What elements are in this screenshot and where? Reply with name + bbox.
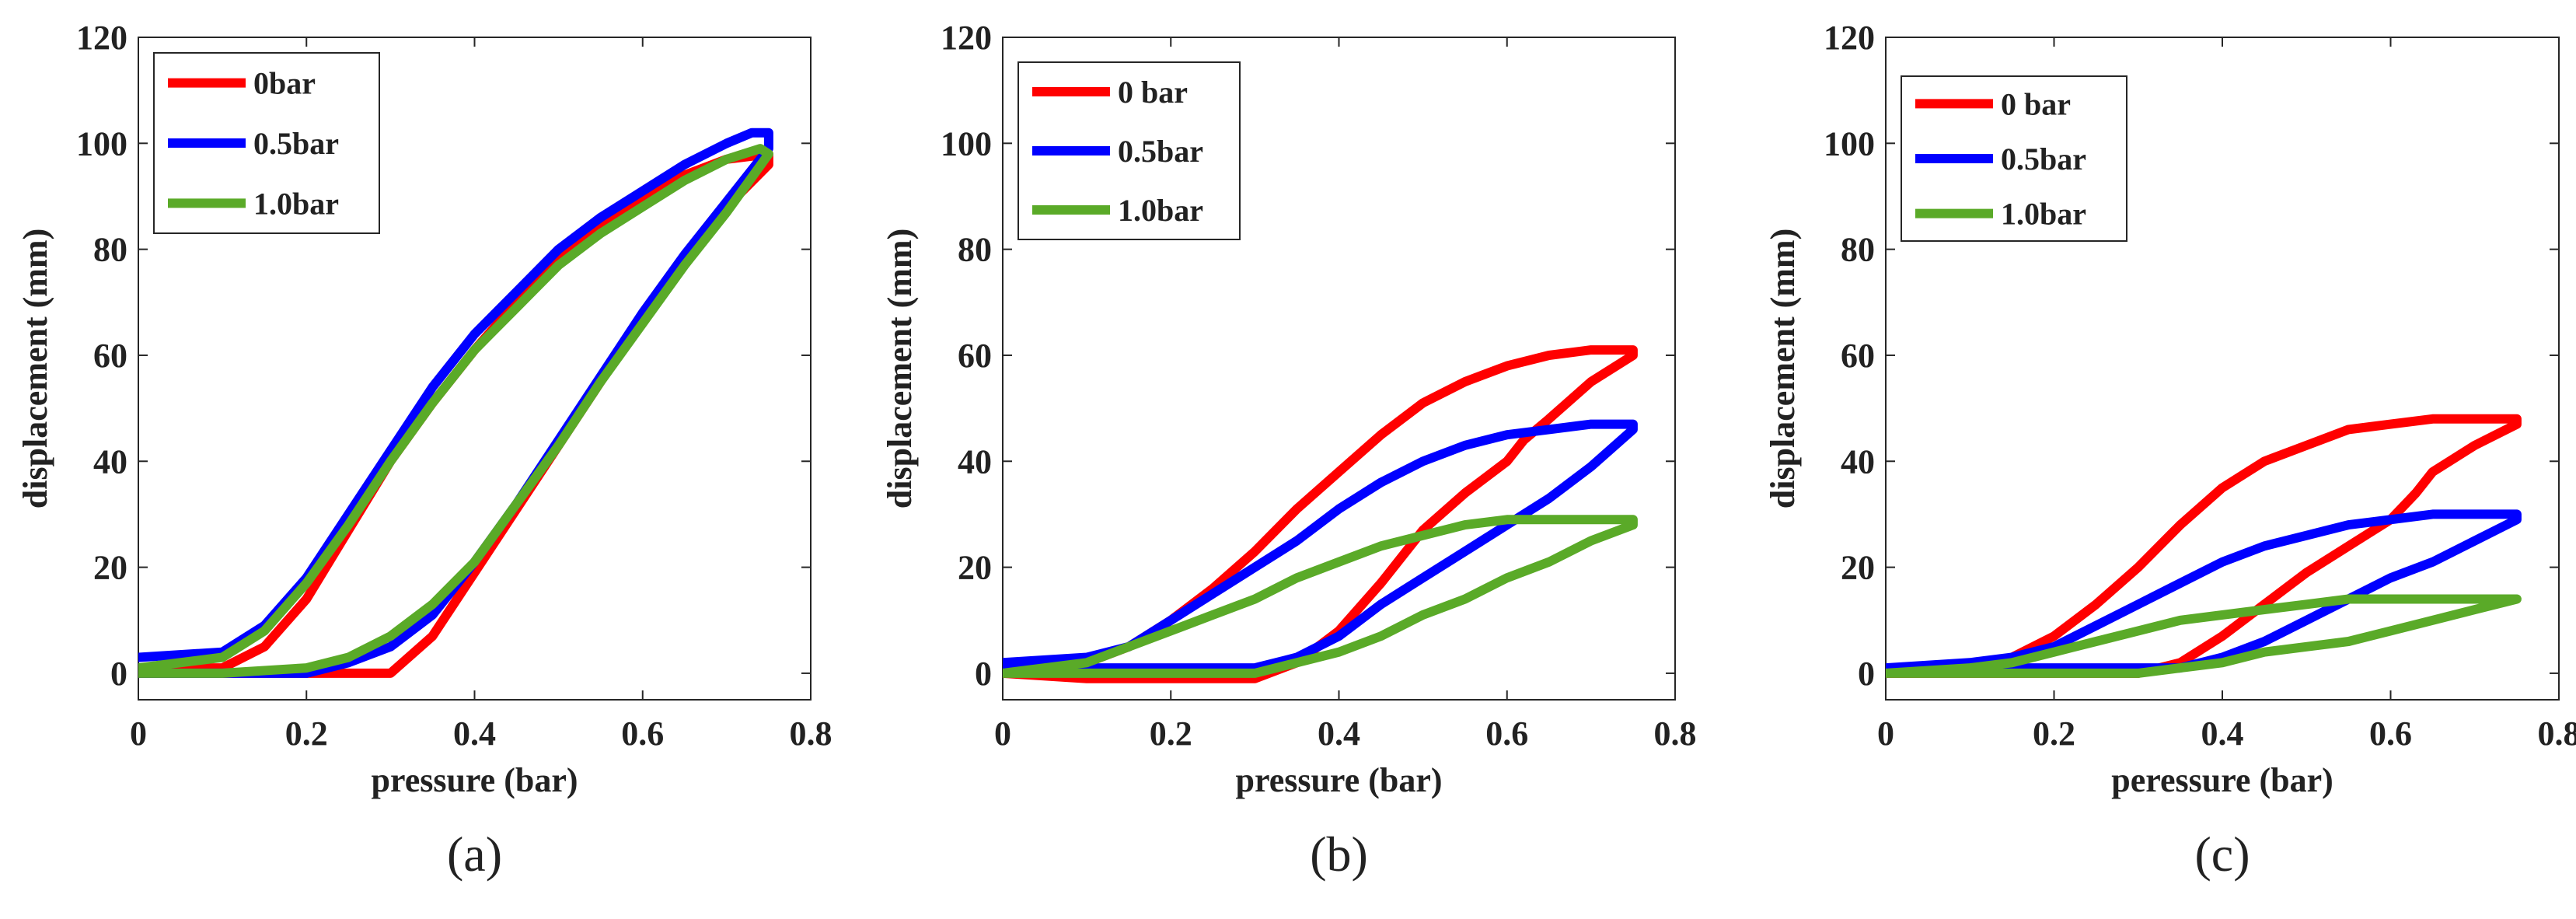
x-tick-label: 0.6 xyxy=(2369,715,2412,753)
panel-caption: (a) xyxy=(447,826,502,882)
x-tick-label: 0 xyxy=(994,715,1011,753)
y-tick-label: 20 xyxy=(93,549,127,587)
x-tick-label: 0.8 xyxy=(1654,715,1697,753)
series-line-1-0bar xyxy=(1886,594,2522,678)
panel-caption: (b) xyxy=(1310,826,1368,882)
legend-label: 0 bar xyxy=(1118,75,1188,110)
x-tick-label: 0.2 xyxy=(2033,715,2075,753)
legend-label: 1.0bar xyxy=(2001,197,2086,232)
legend-label: 1.0bar xyxy=(1118,193,1203,228)
x-tick-label: 0 xyxy=(130,715,147,753)
x-tick-label: 0.2 xyxy=(1150,715,1192,753)
legend-label: 0.5bar xyxy=(2001,142,2086,176)
x-tick-label: 0.6 xyxy=(621,715,664,753)
series-line-1-0bar xyxy=(138,144,773,678)
panel-a: 0 20 40 60 80 100 120 0 0.2 0.4 0.6 0.8 pressure (ba… xyxy=(16,19,832,882)
y-tick-label: 0 xyxy=(1858,655,1875,693)
x-tick-label: 0.2 xyxy=(285,715,328,753)
legend: 0bar 0.5bar 1.0bar xyxy=(153,52,380,234)
x-axis-label: pressure (bar) xyxy=(1235,761,1442,799)
y-tick-label: 0 xyxy=(975,655,992,693)
legend-label: 0 bar xyxy=(2001,86,2071,121)
x-tick-label: 0 xyxy=(1877,715,1894,753)
series-line-0bar xyxy=(1886,414,2522,678)
y-tick-label: 60 xyxy=(93,337,127,375)
x-tick-label: 0.4 xyxy=(2201,715,2244,753)
x-tick-label: 0.8 xyxy=(790,715,832,753)
y-tick-label: 40 xyxy=(1841,442,1875,480)
y-tick-label: 80 xyxy=(1841,231,1875,269)
x-tick-label: 0.6 xyxy=(1485,715,1528,753)
legend: 0 bar 0.5bar 1.0bar xyxy=(1017,61,1241,240)
y-tick-label: 120 xyxy=(941,19,992,57)
x-tick-label: 0.4 xyxy=(1318,715,1360,753)
panel-c: 0 20 40 60 80 100 120 0 0.2 0.4 0.6 0.8 peressure (b… xyxy=(1764,19,2576,882)
series-line-0-5bar xyxy=(1003,419,1638,673)
y-tick-label: 40 xyxy=(958,442,992,480)
y-tick-label: 60 xyxy=(1841,337,1875,375)
panel-b: 0 20 40 60 80 100 120 0 0.2 0.4 0.6 0.8 pressure (ba… xyxy=(881,19,1697,882)
y-tick-label: 100 xyxy=(76,124,127,162)
legend-label: 1.0bar xyxy=(253,186,339,221)
legend-label: 0bar xyxy=(253,66,316,101)
y-tick-label: 0 xyxy=(110,655,127,693)
y-tick-label: 20 xyxy=(958,549,992,587)
y-tick-label: 120 xyxy=(76,19,127,57)
y-tick-label: 80 xyxy=(93,231,127,269)
x-axis-label: peressure (bar) xyxy=(2111,761,2333,799)
y-tick-label: 60 xyxy=(958,337,992,375)
y-tick-label: 40 xyxy=(93,442,127,480)
legend: 0 bar 0.5bar 1.0bar xyxy=(1901,75,2127,242)
y-tick-label: 120 xyxy=(1824,19,1875,57)
y-axis-label: displacement (mm) xyxy=(1764,229,1802,509)
y-tick-label: 80 xyxy=(958,231,992,269)
y-tick-label: 100 xyxy=(941,124,992,162)
y-axis-label: displacement (mm) xyxy=(16,229,54,509)
series-line-0-5bar xyxy=(138,128,773,678)
x-axis-label: pressure (bar) xyxy=(371,761,578,799)
y-tick-label: 100 xyxy=(1824,124,1875,162)
x-tick-label: 0.8 xyxy=(2538,715,2576,753)
legend-label: 0.5bar xyxy=(1118,134,1203,169)
y-tick-label: 20 xyxy=(1841,549,1875,587)
x-tick-label: 0.4 xyxy=(453,715,496,753)
series-line-1-0bar xyxy=(1003,515,1638,678)
legend-label: 0.5bar xyxy=(253,126,339,161)
panel-caption: (c) xyxy=(2194,826,2250,882)
y-axis-label: displacement (mm) xyxy=(881,229,919,509)
